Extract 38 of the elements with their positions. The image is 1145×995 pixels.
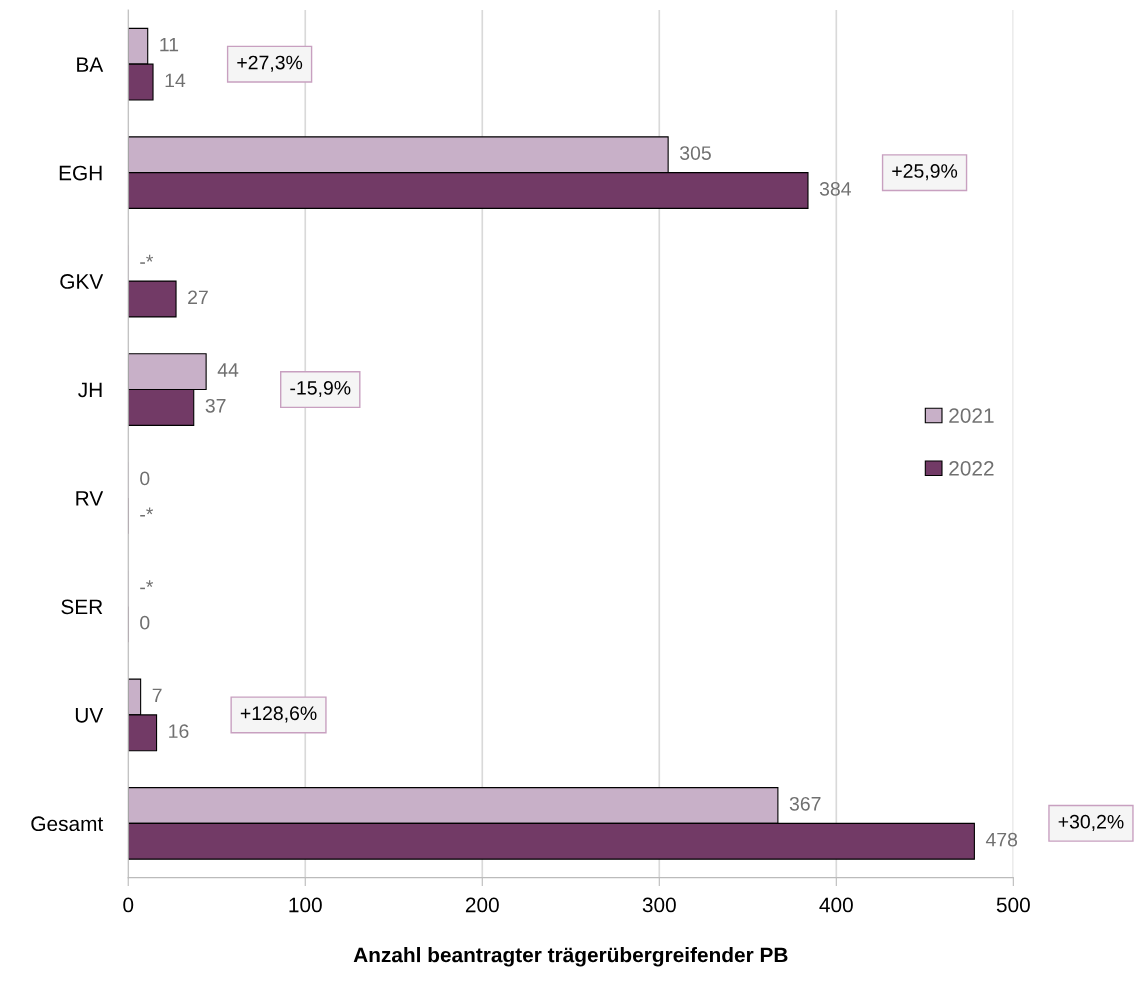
y-tick-label: EGH — [59, 165, 102, 181]
data-label: 14 — [165, 73, 186, 88]
legend-label: 2022 — [949, 460, 994, 476]
data-label: 44 — [217, 363, 239, 377]
y-tick-label: BA — [77, 57, 104, 72]
x-tick-label: 200 — [465, 897, 499, 913]
text: -* — [140, 580, 154, 590]
data-label: 27 — [188, 290, 208, 305]
y-tick-label: SER — [61, 599, 103, 615]
y-tick-label: RV — [76, 491, 104, 506]
data-label: 367 — [789, 796, 821, 811]
annotation: +25,9% — [892, 164, 958, 181]
annotation: +128,6% — [240, 706, 317, 723]
data-label: 16 — [169, 724, 189, 739]
y-tick-label: GKV — [60, 274, 104, 289]
annotation: -15,9% — [290, 380, 351, 398]
data-label: 305 — [679, 146, 711, 160]
data-label: 37 — [205, 398, 226, 413]
legend-label: 2021 — [949, 408, 994, 423]
x-tick-label: 100 — [289, 897, 322, 913]
data-label: 384 — [819, 181, 851, 196]
x-tick-label: 400 — [819, 897, 853, 913]
text: -* — [140, 254, 154, 264]
y-tick-label: Gesamt — [31, 816, 104, 832]
data-label: 11 — [160, 37, 179, 52]
data-label: 7 — [152, 688, 162, 703]
data-label: 478 — [985, 832, 1018, 847]
x-axis-title: Anzahl beantragter trägerübergreifender PB — [353, 947, 788, 967]
x-tick-label: 0 — [123, 897, 134, 913]
y-tick-label: JH — [78, 382, 102, 398]
text: -* — [140, 507, 154, 517]
x-tick-label: 300 — [642, 897, 676, 913]
annotation: +27,3% — [237, 55, 303, 72]
text: +30,2% — [1058, 814, 1124, 831]
y-tick-label: UV — [75, 708, 104, 723]
data-label: 0 — [140, 471, 150, 486]
x-tick-label: 500 — [996, 897, 1030, 913]
data-label: 0 — [140, 615, 150, 630]
